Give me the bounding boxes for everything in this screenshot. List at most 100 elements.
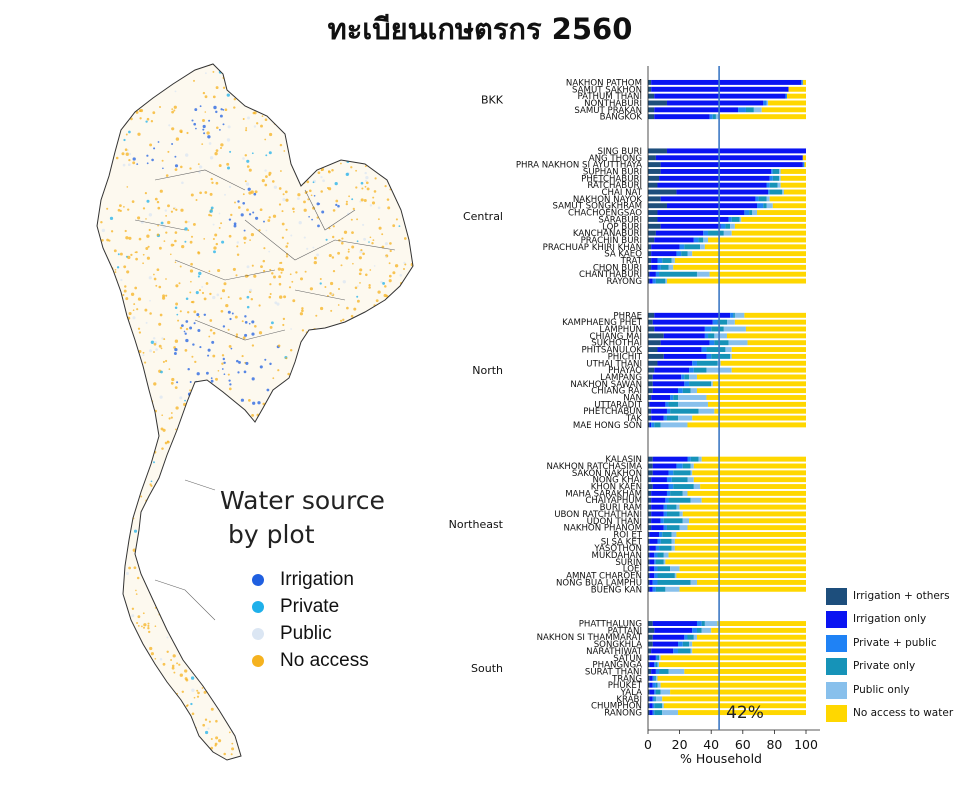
bar-segment (648, 230, 656, 236)
bar-segment (648, 381, 653, 387)
thailand-map (96, 63, 414, 761)
province-label: PHICHIT (608, 352, 643, 362)
bar-segment (648, 271, 650, 277)
bar-segment (659, 271, 697, 277)
map-outline (96, 63, 414, 761)
bar-segment (728, 340, 748, 346)
bar-segment (676, 189, 769, 195)
bar-segment (719, 114, 806, 120)
bar-segment (684, 374, 690, 380)
bar-segment (723, 230, 732, 236)
bar-segment (706, 353, 712, 359)
bar-segment (648, 525, 652, 531)
province-label: CHAI NAT (602, 188, 643, 198)
bar-segment (727, 333, 806, 339)
bar-row (648, 463, 806, 469)
bar-row (648, 196, 806, 202)
province-label: NONTHABURI (584, 99, 642, 109)
province-label: UTHAI THANI (586, 359, 642, 369)
bar-segment (663, 525, 667, 531)
bar-segment (725, 347, 732, 353)
province-label: TAK (625, 414, 642, 424)
map-legend-label: Irrigation (280, 569, 354, 590)
bar-segment (651, 264, 658, 270)
bar-row (648, 456, 806, 462)
province-label: KAMPHAENG PHET (562, 318, 643, 328)
bar-segment (665, 278, 667, 284)
bar-segment (657, 538, 661, 544)
bar-segment (745, 107, 754, 113)
province-label: PHRA NAKHON SI AYUTTHAYA (516, 161, 642, 171)
bar-segment (648, 559, 650, 565)
bar-segment (684, 381, 690, 387)
bar-segment (690, 456, 699, 462)
bar-segment (678, 710, 806, 716)
bar-legend-item: Private only (826, 656, 960, 679)
bar-segment (696, 374, 806, 380)
bar-segment (692, 470, 806, 476)
bar-segment (668, 470, 674, 476)
bar-segment (757, 210, 806, 216)
bar-legend-label: Private + public (853, 636, 937, 649)
bar-legend-label: Irrigation only (853, 613, 927, 626)
bar-segment (648, 545, 650, 551)
bar-segment (648, 155, 656, 161)
bar-segment (769, 196, 806, 202)
bar-segment (666, 100, 764, 106)
bar-segment (648, 662, 650, 668)
province-label: MUKDAHAN (592, 551, 642, 561)
province-label: NAKHON PHANOM (564, 524, 642, 534)
bar-segment (749, 210, 753, 216)
bar-segment (690, 579, 697, 585)
province-label: CHIANG MAI (589, 332, 642, 342)
map-legend-title: Water source (220, 486, 385, 515)
x-tick-label: 40 (703, 737, 719, 752)
region-label: South (471, 662, 503, 675)
province-label: RANONG (604, 709, 642, 719)
bar-row (648, 278, 806, 284)
bar-row (648, 169, 806, 174)
bar-segment (682, 511, 806, 517)
bar-segment (678, 415, 693, 421)
bar-segment (780, 175, 806, 181)
bar-row (648, 579, 806, 585)
bar-segment (787, 93, 806, 99)
bar-segment (698, 237, 704, 243)
bar-segment (689, 381, 712, 387)
bar-segment (648, 237, 655, 243)
bar-segment (657, 675, 806, 681)
bar-segment (651, 477, 667, 483)
province-label: CHAIYAPHUM (585, 496, 642, 506)
bar-segment (657, 258, 663, 263)
bar-segment (745, 326, 806, 332)
bar-segment (687, 634, 694, 640)
bar-segment (668, 401, 679, 407)
bar-segment (666, 525, 680, 531)
bar-segment (649, 662, 655, 668)
bar-segment (649, 538, 658, 544)
bar-segment (711, 353, 731, 359)
map-legend-item: Irrigation (220, 566, 430, 593)
bar-row (648, 340, 806, 346)
bar-segment (668, 497, 691, 503)
bar-segment (648, 586, 650, 592)
bar-segment (731, 216, 740, 222)
bar-segment (651, 497, 666, 503)
bar-segment (734, 312, 745, 318)
bar-segment (648, 490, 652, 496)
bar-segment (648, 196, 661, 202)
bar-segment (670, 689, 806, 695)
province-label: SUPHAN BURI (583, 167, 642, 177)
bar-segment (801, 79, 803, 85)
province-border (174, 259, 276, 281)
bar-segment (648, 278, 650, 284)
bar-row (648, 675, 806, 681)
bar-segment (676, 504, 680, 510)
bar-segment (652, 278, 656, 284)
bar-row (648, 511, 806, 517)
bar-row (648, 552, 806, 558)
bar-segment (648, 689, 650, 695)
province-label: BURI RAM (600, 503, 642, 513)
bar-segment (648, 463, 653, 469)
province-label: PHANGNGA (592, 661, 642, 671)
